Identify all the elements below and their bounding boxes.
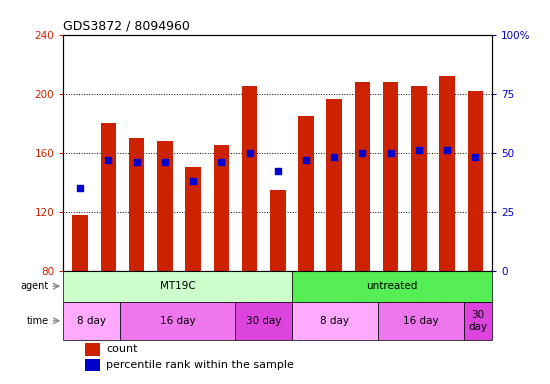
Point <box>358 149 367 156</box>
Bar <box>327 99 342 271</box>
Point <box>104 157 113 163</box>
Bar <box>63 271 292 302</box>
Text: 16 day: 16 day <box>160 316 195 326</box>
Point <box>76 185 85 191</box>
Text: untreated: untreated <box>366 281 418 291</box>
Point <box>273 169 282 175</box>
Bar <box>185 167 201 271</box>
Text: MT19C: MT19C <box>160 281 196 291</box>
Bar <box>73 215 88 271</box>
Point <box>132 159 141 165</box>
Bar <box>63 302 120 340</box>
Bar <box>85 359 100 371</box>
Text: 16 day: 16 day <box>403 316 438 326</box>
Bar <box>464 302 492 340</box>
Point <box>161 159 169 165</box>
Point <box>471 154 480 161</box>
Bar <box>129 138 145 271</box>
Text: 8 day: 8 day <box>78 316 106 326</box>
Point <box>245 149 254 156</box>
Bar <box>411 86 427 271</box>
Bar <box>292 302 378 340</box>
Point <box>386 149 395 156</box>
Bar <box>468 91 483 271</box>
Text: time: time <box>27 316 49 326</box>
Point <box>330 154 339 161</box>
Point <box>301 157 310 163</box>
Text: 30
day: 30 day <box>469 310 487 332</box>
Bar <box>235 302 292 340</box>
Text: percentile rank within the sample: percentile rank within the sample <box>106 360 294 370</box>
Text: GDS3872 / 8094960: GDS3872 / 8094960 <box>63 19 190 32</box>
Text: 30 day: 30 day <box>246 316 281 326</box>
Bar <box>157 141 173 271</box>
Bar <box>213 145 229 271</box>
Bar <box>439 76 455 271</box>
Bar <box>298 116 314 271</box>
Bar <box>85 343 100 356</box>
Bar <box>292 271 492 302</box>
Text: 8 day: 8 day <box>321 316 349 326</box>
Point <box>217 159 226 165</box>
Text: agent: agent <box>21 281 49 291</box>
Point <box>443 147 452 153</box>
Bar <box>355 82 370 271</box>
Bar <box>378 302 464 340</box>
Bar <box>383 82 398 271</box>
Point <box>415 147 424 153</box>
Bar <box>120 302 235 340</box>
Bar <box>242 86 257 271</box>
Text: count: count <box>106 344 138 354</box>
Bar <box>270 189 285 271</box>
Point <box>189 178 197 184</box>
Bar <box>101 123 116 271</box>
